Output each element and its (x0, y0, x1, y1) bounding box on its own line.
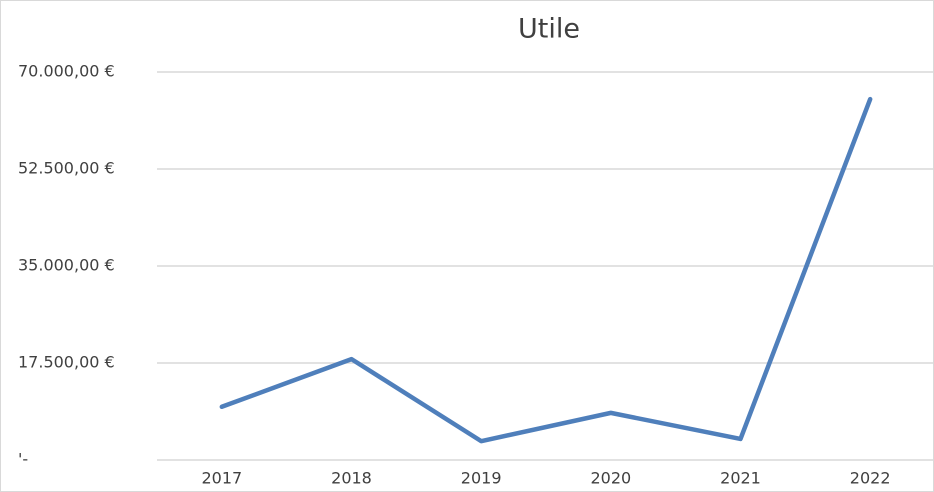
line-series (219, 96, 873, 444)
y-tick-label: '- (18, 450, 28, 469)
x-tick-label: 2019 (461, 469, 502, 488)
x-tick-label: 2018 (331, 469, 372, 488)
y-tick-label: 52.500,00 € (18, 159, 115, 178)
y-tick-label: 17.500,00 € (18, 353, 115, 372)
chart-title: Utile (518, 14, 580, 45)
y-tick-label: 70.000,00 € (18, 62, 115, 81)
x-tick-label: 2022 (850, 469, 891, 488)
y-tick-label: 35.000,00 € (18, 256, 115, 275)
x-tick-label: 2017 (201, 469, 242, 488)
x-tick-label: 2021 (720, 469, 761, 488)
x-tick-label: 2020 (590, 469, 631, 488)
